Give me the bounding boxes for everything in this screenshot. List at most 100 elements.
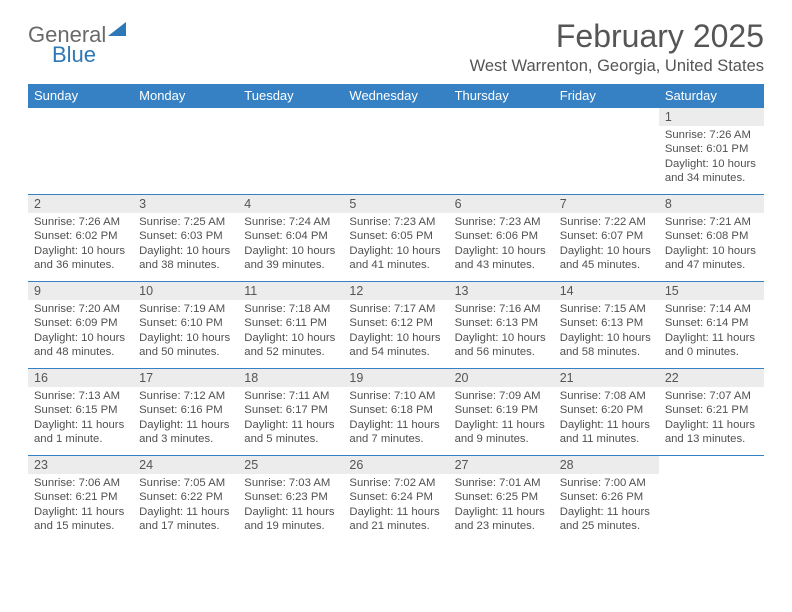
sunrise-text: Sunrise: 7:07 AM [665,389,758,403]
day-number: 23 [28,456,133,474]
day-number: 26 [343,456,448,474]
sunset-text: Sunset: 6:13 PM [455,316,548,330]
daylight-text: Daylight: 10 hours and 56 minutes. [455,331,548,360]
sunset-text: Sunset: 6:03 PM [139,229,232,243]
day-info: Sunrise: 7:01 AMSunset: 6:25 PMDaylight:… [449,474,554,538]
calendar-cell: 21Sunrise: 7:08 AMSunset: 6:20 PMDayligh… [554,369,659,456]
daylight-text: Daylight: 10 hours and 47 minutes. [665,244,758,273]
sunrise-text: Sunrise: 7:09 AM [455,389,548,403]
sunset-text: Sunset: 6:09 PM [34,316,127,330]
sunset-text: Sunset: 6:13 PM [560,316,653,330]
calendar-week-row: 9Sunrise: 7:20 AMSunset: 6:09 PMDaylight… [28,282,764,369]
daylight-text: Daylight: 10 hours and 41 minutes. [349,244,442,273]
calendar-cell: 27Sunrise: 7:01 AMSunset: 6:25 PMDayligh… [449,456,554,543]
daylight-text: Daylight: 11 hours and 0 minutes. [665,331,758,360]
sunset-text: Sunset: 6:21 PM [665,403,758,417]
logo-triangle-icon [108,22,126,36]
day-info: Sunrise: 7:12 AMSunset: 6:16 PMDaylight:… [133,387,238,451]
day-number: 6 [449,195,554,213]
day-number: 5 [343,195,448,213]
calendar-cell: 4Sunrise: 7:24 AMSunset: 6:04 PMDaylight… [238,195,343,282]
sunrise-text: Sunrise: 7:21 AM [665,215,758,229]
day-number: 11 [238,282,343,300]
day-number: 18 [238,369,343,387]
sunset-text: Sunset: 6:17 PM [244,403,337,417]
daylight-text: Daylight: 11 hours and 9 minutes. [455,418,548,447]
day-info: Sunrise: 7:14 AMSunset: 6:14 PMDaylight:… [659,300,764,364]
sunrise-text: Sunrise: 7:17 AM [349,302,442,316]
weekday-header: Thursday [449,84,554,108]
calendar-cell: 1Sunrise: 7:26 AMSunset: 6:01 PMDaylight… [659,108,764,195]
daylight-text: Daylight: 11 hours and 17 minutes. [139,505,232,534]
daylight-text: Daylight: 11 hours and 3 minutes. [139,418,232,447]
sunset-text: Sunset: 6:25 PM [455,490,548,504]
calendar-cell: 24Sunrise: 7:05 AMSunset: 6:22 PMDayligh… [133,456,238,543]
calendar-cell: 17Sunrise: 7:12 AMSunset: 6:16 PMDayligh… [133,369,238,456]
weekday-header: Sunday [28,84,133,108]
day-number: 16 [28,369,133,387]
daylight-text: Daylight: 10 hours and 45 minutes. [560,244,653,273]
weekday-header: Friday [554,84,659,108]
daylight-text: Daylight: 10 hours and 43 minutes. [455,244,548,273]
calendar-cell: 16Sunrise: 7:13 AMSunset: 6:15 PMDayligh… [28,369,133,456]
sunset-text: Sunset: 6:21 PM [34,490,127,504]
sunset-text: Sunset: 6:06 PM [455,229,548,243]
sunset-text: Sunset: 6:16 PM [139,403,232,417]
logo-text-2: Blue [52,42,96,67]
day-number: 28 [554,456,659,474]
daylight-text: Daylight: 11 hours and 11 minutes. [560,418,653,447]
daylight-text: Daylight: 10 hours and 58 minutes. [560,331,653,360]
calendar-cell: 15Sunrise: 7:14 AMSunset: 6:14 PMDayligh… [659,282,764,369]
weekday-header: Monday [133,84,238,108]
day-info: Sunrise: 7:07 AMSunset: 6:21 PMDaylight:… [659,387,764,451]
calendar-cell [449,108,554,195]
sunset-text: Sunset: 6:11 PM [244,316,337,330]
day-number: 15 [659,282,764,300]
sunset-text: Sunset: 6:08 PM [665,229,758,243]
day-number: 1 [659,108,764,126]
day-info: Sunrise: 7:11 AMSunset: 6:17 PMDaylight:… [238,387,343,451]
sunrise-text: Sunrise: 7:08 AM [560,389,653,403]
weekday-header: Tuesday [238,84,343,108]
sunrise-text: Sunrise: 7:15 AM [560,302,653,316]
calendar-cell: 2Sunrise: 7:26 AMSunset: 6:02 PMDaylight… [28,195,133,282]
sunrise-text: Sunrise: 7:14 AM [665,302,758,316]
sunrise-text: Sunrise: 7:00 AM [560,476,653,490]
daylight-text: Daylight: 11 hours and 25 minutes. [560,505,653,534]
sunrise-text: Sunrise: 7:26 AM [34,215,127,229]
day-info: Sunrise: 7:16 AMSunset: 6:13 PMDaylight:… [449,300,554,364]
sunset-text: Sunset: 6:07 PM [560,229,653,243]
logo-sub: Blue [52,42,96,68]
daylight-text: Daylight: 10 hours and 52 minutes. [244,331,337,360]
daylight-text: Daylight: 11 hours and 7 minutes. [349,418,442,447]
calendar-cell: 8Sunrise: 7:21 AMSunset: 6:08 PMDaylight… [659,195,764,282]
day-info: Sunrise: 7:26 AMSunset: 6:02 PMDaylight:… [28,213,133,277]
day-info: Sunrise: 7:05 AMSunset: 6:22 PMDaylight:… [133,474,238,538]
day-info: Sunrise: 7:10 AMSunset: 6:18 PMDaylight:… [343,387,448,451]
daylight-text: Daylight: 10 hours and 34 minutes. [665,157,758,186]
calendar-cell: 10Sunrise: 7:19 AMSunset: 6:10 PMDayligh… [133,282,238,369]
sunrise-text: Sunrise: 7:06 AM [34,476,127,490]
calendar-cell: 18Sunrise: 7:11 AMSunset: 6:17 PMDayligh… [238,369,343,456]
sunrise-text: Sunrise: 7:12 AM [139,389,232,403]
sunset-text: Sunset: 6:20 PM [560,403,653,417]
sunrise-text: Sunrise: 7:23 AM [455,215,548,229]
sunrise-text: Sunrise: 7:16 AM [455,302,548,316]
calendar-cell: 12Sunrise: 7:17 AMSunset: 6:12 PMDayligh… [343,282,448,369]
sunrise-text: Sunrise: 7:03 AM [244,476,337,490]
daylight-text: Daylight: 10 hours and 48 minutes. [34,331,127,360]
calendar-cell: 11 Sunrise: 7:18 AMSunset: 6:11 PMDayligh… [238,282,343,369]
sunset-text: Sunset: 6:23 PM [244,490,337,504]
daylight-text: Daylight: 10 hours and 38 minutes. [139,244,232,273]
day-number: 27 [449,456,554,474]
sunrise-text: Sunrise: 7:02 AM [349,476,442,490]
day-info: Sunrise: 7:24 AMSunset: 6:04 PMDaylight:… [238,213,343,277]
sunrise-text: Sunrise: 7:18 AM [244,302,337,316]
day-info: Sunrise: 7:19 AMSunset: 6:10 PMDaylight:… [133,300,238,364]
sunrise-text: Sunrise: 7:24 AM [244,215,337,229]
calendar-cell: 7Sunrise: 7:22 AMSunset: 6:07 PMDaylight… [554,195,659,282]
calendar-week-row: 1Sunrise: 7:26 AMSunset: 6:01 PMDaylight… [28,108,764,195]
daylight-text: Daylight: 11 hours and 21 minutes. [349,505,442,534]
sunset-text: Sunset: 6:05 PM [349,229,442,243]
weekday-header: Saturday [659,84,764,108]
